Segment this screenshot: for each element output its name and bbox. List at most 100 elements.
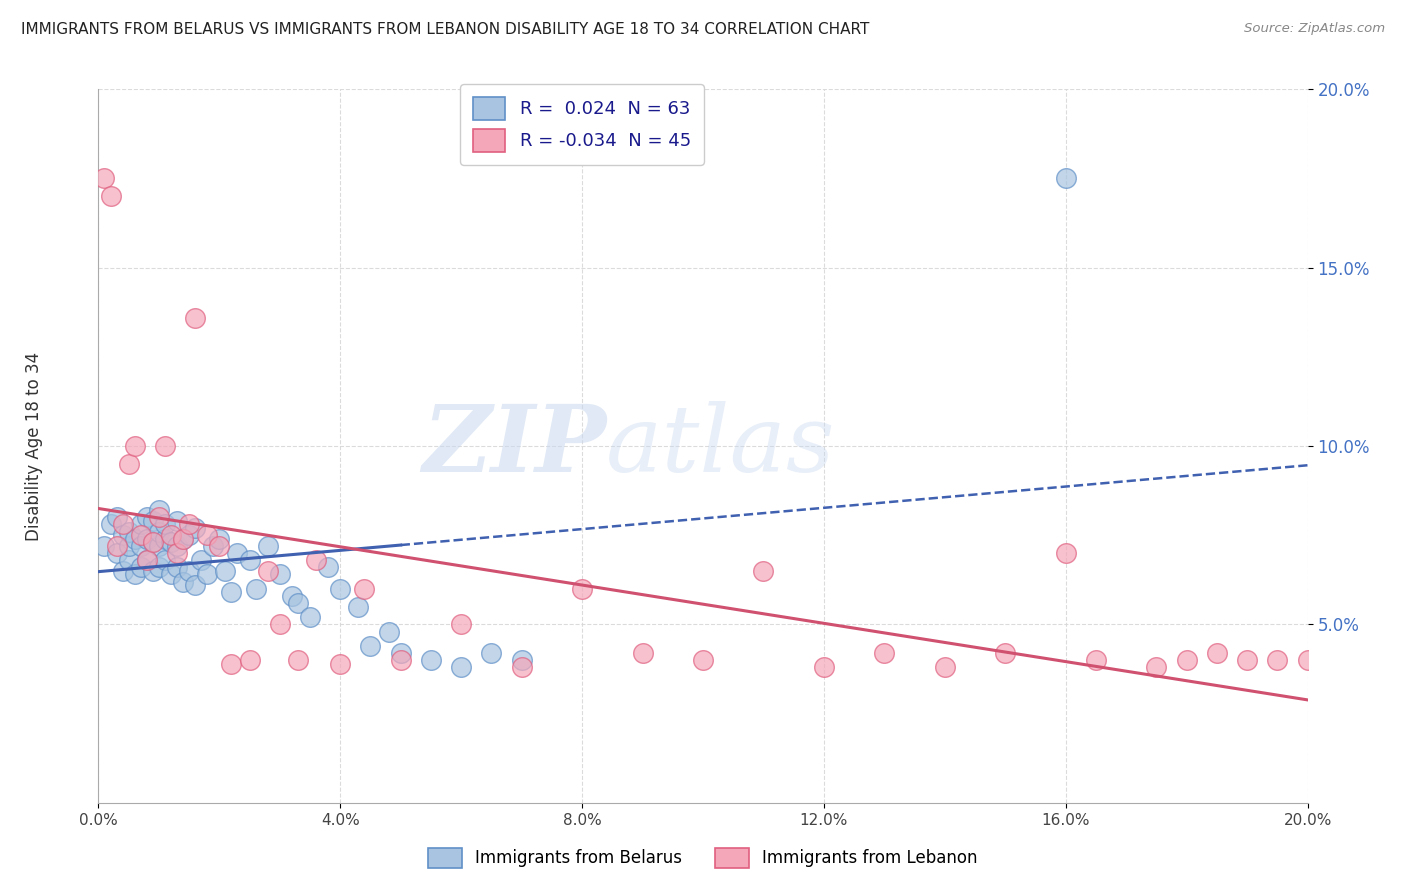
Point: [118, 539, 141, 553]
Point: [166, 514, 188, 528]
Point: [93, 539, 115, 553]
Point: [129, 528, 152, 542]
Point: [118, 553, 141, 567]
Point: [142, 535, 165, 549]
Point: [329, 657, 352, 671]
Point: [105, 539, 128, 553]
Point: [353, 582, 375, 596]
Text: atlas: atlas: [606, 401, 835, 491]
Point: [752, 564, 775, 578]
Point: [221, 585, 243, 599]
Point: [239, 653, 262, 667]
Legend: Immigrants from Belarus, Immigrants from Lebanon: Immigrants from Belarus, Immigrants from…: [422, 841, 984, 875]
Point: [129, 560, 152, 574]
Point: [305, 553, 328, 567]
Point: [269, 567, 291, 582]
Point: [118, 524, 141, 539]
Point: [166, 560, 188, 574]
Point: [148, 560, 170, 574]
Point: [1206, 646, 1229, 660]
Point: [420, 653, 443, 667]
Point: [172, 574, 194, 589]
Point: [631, 646, 654, 660]
Point: [124, 532, 146, 546]
Point: [347, 599, 370, 614]
Point: [179, 564, 201, 578]
Text: Source: ZipAtlas.com: Source: ZipAtlas.com: [1244, 22, 1385, 36]
Point: [1267, 653, 1289, 667]
Point: [208, 539, 231, 553]
Point: [195, 528, 218, 542]
Point: [111, 517, 134, 532]
Point: [148, 503, 170, 517]
Point: [813, 660, 835, 674]
Point: [190, 553, 212, 567]
Point: [105, 510, 128, 524]
Point: [184, 521, 207, 535]
Point: [994, 646, 1017, 660]
Point: [316, 560, 339, 574]
Point: [153, 532, 176, 546]
Point: [100, 517, 122, 532]
Point: [153, 517, 176, 532]
Point: [1175, 653, 1198, 667]
Point: [135, 510, 157, 524]
Point: [129, 517, 152, 532]
Point: [450, 660, 472, 674]
Point: [172, 532, 194, 546]
Point: [124, 439, 146, 453]
Point: [934, 660, 956, 674]
Point: [93, 171, 115, 186]
Point: [160, 535, 183, 549]
Point: [179, 528, 201, 542]
Legend: R =  0.024  N = 63, R = -0.034  N = 45: R = 0.024 N = 63, R = -0.034 N = 45: [460, 84, 704, 165]
Point: [1236, 653, 1258, 667]
Point: [142, 514, 165, 528]
Point: [153, 439, 176, 453]
Point: [148, 539, 170, 553]
Point: [329, 582, 352, 596]
Point: [129, 539, 152, 553]
Point: [1054, 546, 1077, 560]
Text: IMMIGRANTS FROM BELARUS VS IMMIGRANTS FROM LEBANON DISABILITY AGE 18 TO 34 CORRE: IMMIGRANTS FROM BELARUS VS IMMIGRANTS FR…: [21, 22, 869, 37]
Point: [166, 539, 188, 553]
Point: [450, 617, 472, 632]
Point: [202, 539, 225, 553]
Point: [135, 553, 157, 567]
Point: [510, 653, 533, 667]
Point: [142, 564, 165, 578]
Point: [692, 653, 714, 667]
Text: ZIP: ZIP: [422, 401, 606, 491]
Point: [184, 578, 207, 592]
Point: [226, 546, 249, 560]
Point: [221, 657, 243, 671]
Point: [377, 624, 399, 639]
Point: [111, 528, 134, 542]
Point: [179, 517, 201, 532]
Point: [389, 653, 412, 667]
Point: [195, 567, 218, 582]
Point: [184, 310, 207, 325]
Y-axis label: Disability Age 18 to 34: Disability Age 18 to 34: [25, 351, 42, 541]
Point: [148, 510, 170, 524]
Point: [1085, 653, 1108, 667]
Point: [142, 535, 165, 549]
Point: [873, 646, 896, 660]
Point: [510, 660, 533, 674]
Point: [111, 564, 134, 578]
Point: [118, 457, 141, 471]
Point: [153, 553, 176, 567]
Point: [1054, 171, 1077, 186]
Point: [135, 553, 157, 567]
Point: [269, 617, 291, 632]
Point: [172, 532, 194, 546]
Point: [256, 564, 278, 578]
Point: [287, 596, 309, 610]
Point: [100, 189, 122, 203]
Point: [124, 567, 146, 582]
Point: [281, 589, 304, 603]
Point: [360, 639, 382, 653]
Point: [160, 567, 183, 582]
Point: [208, 532, 231, 546]
Point: [287, 653, 309, 667]
